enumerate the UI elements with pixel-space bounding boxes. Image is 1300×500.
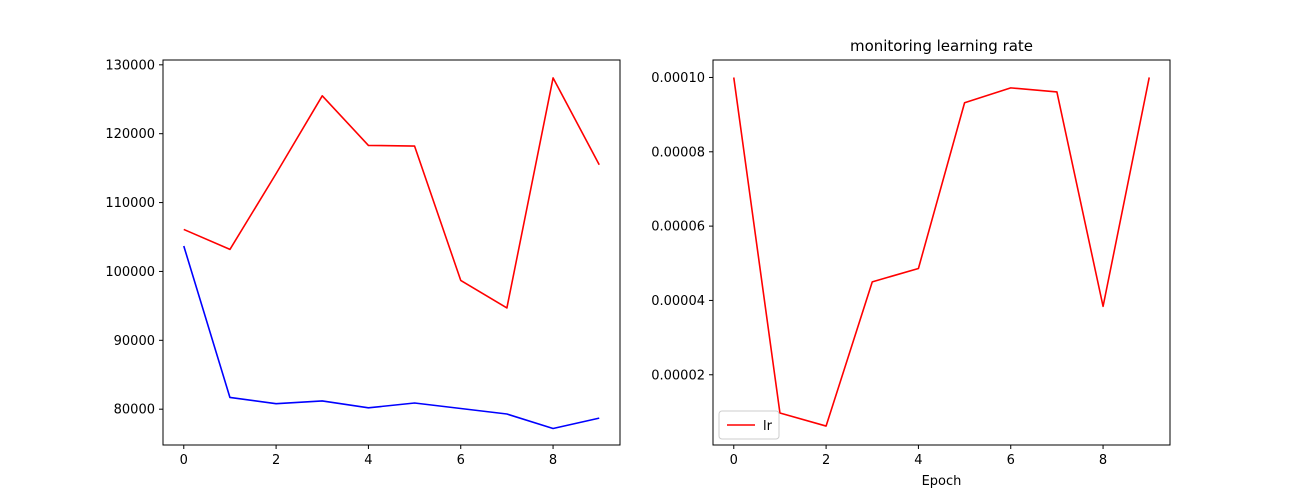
x-tick-label: 2 bbox=[822, 453, 830, 468]
y-tick-label: 0.00002 bbox=[651, 368, 705, 383]
legend: lr bbox=[718, 410, 780, 440]
chart-title: monitoring learning rate bbox=[850, 37, 1033, 55]
x-tick-label: 2 bbox=[272, 453, 280, 468]
y-tick-label: 0.00008 bbox=[651, 145, 705, 160]
x-tick-label: 0 bbox=[180, 453, 188, 468]
y-tick-label: 90000 bbox=[114, 334, 155, 349]
legend-label: lr bbox=[763, 419, 773, 434]
x-axis-label: Epoch bbox=[922, 474, 962, 489]
plot-frame bbox=[162, 59, 621, 446]
y-tick-label: 0.00010 bbox=[651, 71, 705, 86]
series-line-0 bbox=[183, 77, 600, 309]
y-tick-label: 80000 bbox=[114, 403, 155, 418]
x-tick-label: 8 bbox=[549, 453, 557, 468]
y-tick-label: 120000 bbox=[105, 127, 155, 142]
x-tick-label: 4 bbox=[914, 453, 922, 468]
y-tick-label: 0.00004 bbox=[651, 294, 705, 309]
series-line-0 bbox=[732, 77, 1151, 427]
y-tick-label: 100000 bbox=[105, 265, 155, 280]
y-tick-label: 110000 bbox=[105, 196, 155, 211]
x-tick-label: 6 bbox=[1007, 453, 1015, 468]
series-line-1 bbox=[183, 245, 600, 430]
chart-right: 0 2 4 6 8 0.00002 0.00004 0.00006 0.00008 0.00010… bbox=[651, 37, 1171, 489]
y-tick-label: 0.00006 bbox=[651, 220, 705, 235]
x-tick-label: 0 bbox=[730, 453, 738, 468]
x-tick-label: 6 bbox=[457, 453, 465, 468]
y-tick-label: 130000 bbox=[105, 58, 155, 73]
x-tick-label: 8 bbox=[1099, 453, 1107, 468]
x-tick-label: 4 bbox=[364, 453, 372, 468]
plot-frame bbox=[712, 59, 1171, 446]
chart-left: 0 2 4 6 8 80000 90000 100000 110000 120000 130000 bbox=[105, 58, 621, 468]
